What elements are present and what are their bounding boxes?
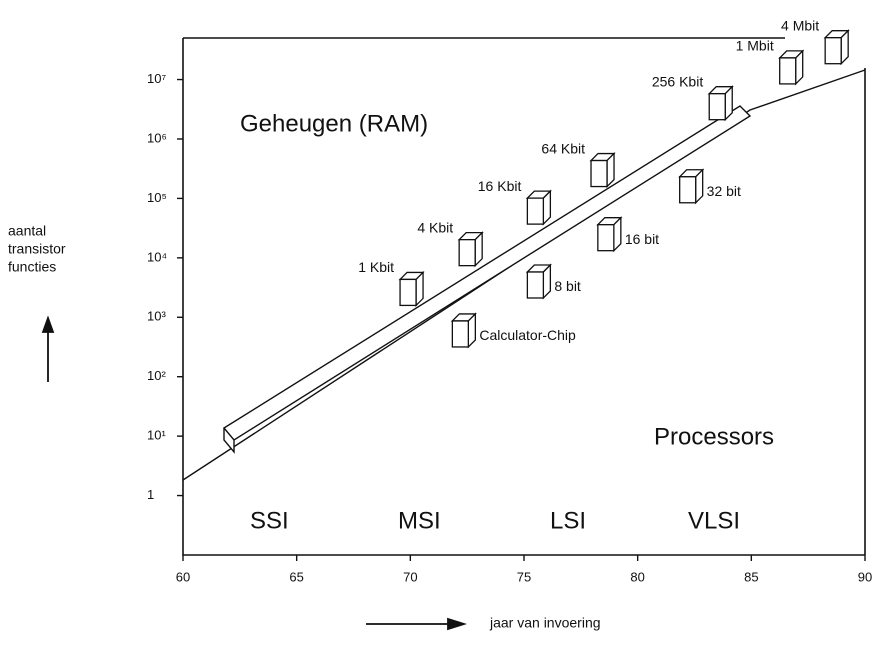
- x-tick-label: 85: [744, 569, 758, 584]
- point-label: Calculator-Chip: [479, 327, 576, 343]
- y-tick-label: 10¹: [147, 428, 166, 443]
- trend-line: [182, 69, 866, 481]
- box-front: [399, 278, 417, 307]
- chip-box: [398, 270, 425, 307]
- box-front: [779, 57, 797, 85]
- y-tick-label: 10³: [147, 309, 166, 324]
- point-label: 4 Kbit: [417, 219, 453, 235]
- x-arrow: [366, 617, 468, 631]
- chip-box: [596, 216, 623, 253]
- chip-box: [450, 312, 477, 349]
- y-tick-label: 1: [147, 487, 154, 502]
- x-tick-label: 70: [403, 569, 417, 584]
- series-label: Geheugen (RAM): [240, 110, 428, 137]
- x-tick-label: 75: [517, 569, 531, 584]
- x-tick-label: 80: [630, 569, 644, 584]
- chip-box: [778, 49, 805, 86]
- chip-box: [707, 85, 734, 122]
- box-front: [590, 159, 608, 188]
- box-front: [526, 271, 545, 299]
- y-tick-label: 10²: [147, 368, 166, 383]
- chip-box: [525, 263, 552, 300]
- y-axis-label: aantal: [8, 223, 46, 239]
- box-front: [679, 176, 697, 204]
- point-label: 64 Kbit: [541, 140, 585, 156]
- chip-box: [525, 189, 552, 226]
- point-label: 16 bit: [625, 231, 659, 247]
- box-front: [526, 197, 545, 225]
- x-tick-label: 65: [289, 569, 303, 584]
- box-front: [708, 93, 726, 121]
- x-tick-label: 90: [858, 569, 872, 584]
- region-label: LSI: [550, 507, 586, 534]
- point-label: 1 Mbit: [736, 38, 774, 54]
- y-tick-label: 10⁶: [147, 130, 167, 145]
- series-label: Processors: [654, 423, 774, 450]
- point-label: 16 Kbit: [478, 178, 522, 194]
- x-tick-label: 60: [176, 569, 190, 584]
- y-tick-label: 10⁷: [147, 71, 166, 86]
- y-arrow: [41, 315, 55, 382]
- region-label: MSI: [398, 507, 441, 534]
- point-label: 32 bit: [707, 183, 741, 199]
- chip-box: [457, 231, 484, 268]
- y-tick-label: 10⁴: [147, 249, 167, 264]
- y-axis-label: functies: [8, 259, 56, 275]
- box-front: [824, 37, 842, 65]
- point-label: 1 Kbit: [358, 259, 394, 275]
- y-tick-label: 10⁵: [147, 190, 167, 205]
- box-front: [458, 239, 476, 267]
- point-label: 256 Kbit: [652, 73, 703, 89]
- region-label: VLSI: [688, 507, 740, 534]
- chip-box: [589, 151, 616, 189]
- region-label: SSI: [250, 507, 289, 534]
- point-label: 8 bit: [554, 278, 581, 294]
- chip-box: [823, 29, 850, 66]
- box-front: [597, 224, 615, 252]
- box-front: [451, 320, 469, 348]
- x-axis-label: jaar van invoering: [489, 615, 601, 631]
- trend-band: [222, 105, 752, 454]
- chip-box: [678, 168, 705, 205]
- y-axis-label: transistor: [8, 241, 66, 257]
- point-label: 4 Mbit: [781, 17, 819, 33]
